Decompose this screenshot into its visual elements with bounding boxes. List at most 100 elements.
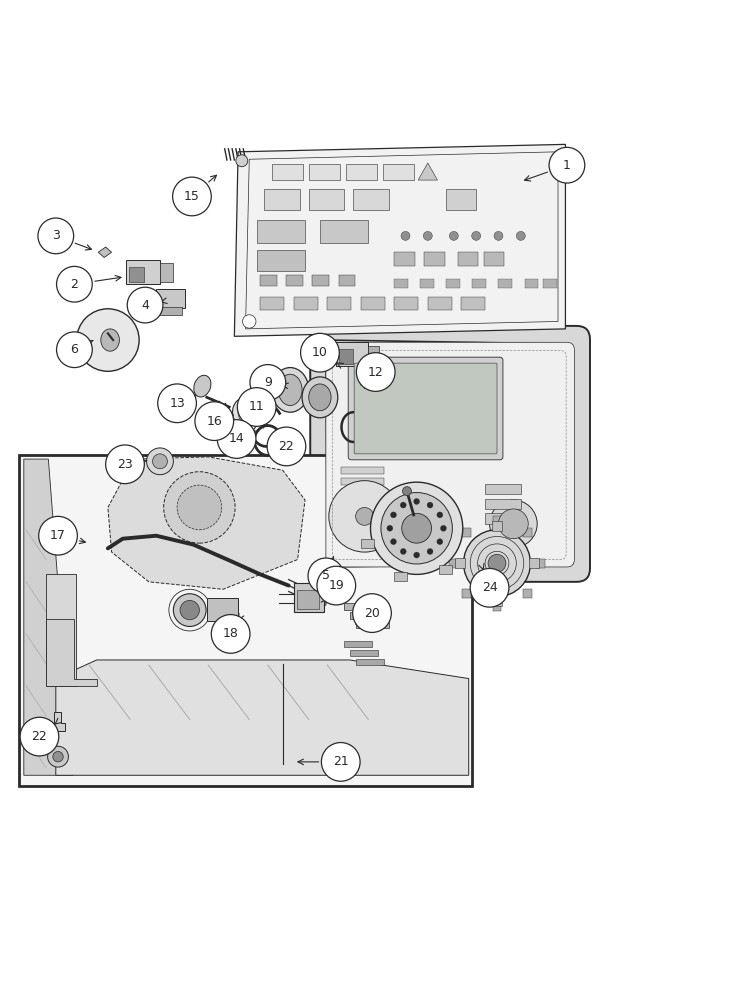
Polygon shape xyxy=(326,340,573,567)
Bar xyxy=(493,516,501,525)
Bar xyxy=(492,595,502,606)
Ellipse shape xyxy=(272,368,309,412)
Bar xyxy=(446,279,460,288)
Bar xyxy=(383,164,414,180)
Text: 11: 11 xyxy=(248,400,265,414)
Ellipse shape xyxy=(302,377,338,418)
Ellipse shape xyxy=(278,374,302,406)
Bar xyxy=(529,558,539,568)
FancyBboxPatch shape xyxy=(354,363,497,454)
Circle shape xyxy=(267,427,306,466)
Bar xyxy=(264,189,300,210)
Bar xyxy=(420,279,434,288)
Circle shape xyxy=(356,353,395,391)
Circle shape xyxy=(516,231,525,240)
Circle shape xyxy=(57,266,92,302)
Circle shape xyxy=(237,388,276,426)
Text: 23: 23 xyxy=(117,458,133,471)
Circle shape xyxy=(236,155,248,167)
Bar xyxy=(536,559,545,568)
Bar xyxy=(492,521,502,531)
Bar xyxy=(449,559,458,568)
Circle shape xyxy=(180,600,199,620)
Circle shape xyxy=(173,594,206,626)
Bar xyxy=(257,250,305,271)
Text: 14: 14 xyxy=(228,432,245,445)
Text: 16: 16 xyxy=(206,415,222,428)
Polygon shape xyxy=(234,144,565,336)
Bar xyxy=(346,164,377,180)
Circle shape xyxy=(353,594,391,632)
Bar xyxy=(344,603,377,610)
Circle shape xyxy=(371,482,463,574)
Bar xyxy=(356,659,384,665)
Circle shape xyxy=(153,454,167,469)
Bar xyxy=(257,220,305,243)
Text: 22: 22 xyxy=(278,440,295,453)
Circle shape xyxy=(217,420,256,458)
Circle shape xyxy=(387,525,393,531)
Circle shape xyxy=(391,539,397,545)
Circle shape xyxy=(57,332,92,368)
Circle shape xyxy=(490,500,537,548)
Bar xyxy=(129,267,144,282)
Bar xyxy=(485,484,521,494)
Ellipse shape xyxy=(100,329,119,351)
Bar xyxy=(324,594,337,602)
Bar xyxy=(341,489,384,496)
Bar xyxy=(344,641,372,647)
Text: 6: 6 xyxy=(71,343,78,356)
Circle shape xyxy=(356,507,373,525)
Text: 18: 18 xyxy=(222,627,239,640)
Bar xyxy=(339,275,355,286)
Circle shape xyxy=(147,448,173,475)
Bar xyxy=(320,220,368,243)
Bar xyxy=(341,478,384,485)
Circle shape xyxy=(195,402,234,440)
Bar xyxy=(336,342,368,366)
Bar xyxy=(350,612,383,619)
Ellipse shape xyxy=(238,402,253,423)
Bar xyxy=(156,289,185,308)
Bar xyxy=(260,297,284,310)
Circle shape xyxy=(437,539,443,545)
Circle shape xyxy=(39,516,77,555)
Bar xyxy=(472,279,486,288)
Bar xyxy=(361,297,385,310)
Text: 15: 15 xyxy=(184,190,200,203)
Circle shape xyxy=(38,218,74,254)
Circle shape xyxy=(423,231,432,240)
Bar xyxy=(312,275,329,286)
Circle shape xyxy=(164,472,235,543)
Circle shape xyxy=(488,554,506,572)
Bar xyxy=(394,252,415,266)
Circle shape xyxy=(20,717,59,756)
Circle shape xyxy=(437,512,443,518)
Bar xyxy=(353,189,389,210)
Bar xyxy=(428,297,452,310)
Circle shape xyxy=(177,485,222,530)
Bar xyxy=(272,164,303,180)
Bar xyxy=(294,297,318,310)
Bar xyxy=(485,499,521,509)
Circle shape xyxy=(127,287,163,323)
Circle shape xyxy=(402,513,432,543)
Text: 1: 1 xyxy=(563,159,571,172)
Polygon shape xyxy=(418,163,437,180)
Text: 24: 24 xyxy=(481,581,498,594)
Circle shape xyxy=(498,509,528,539)
Circle shape xyxy=(449,231,458,240)
Bar xyxy=(493,602,501,611)
Text: 2: 2 xyxy=(71,278,78,291)
Ellipse shape xyxy=(309,384,331,411)
Bar xyxy=(309,189,344,210)
Bar xyxy=(327,297,351,310)
Text: 12: 12 xyxy=(368,366,384,379)
Text: 3: 3 xyxy=(52,229,60,242)
Text: 9: 9 xyxy=(264,376,272,389)
Circle shape xyxy=(48,746,68,767)
Ellipse shape xyxy=(232,397,259,427)
Bar xyxy=(339,349,353,364)
Text: 10: 10 xyxy=(312,346,328,359)
Bar xyxy=(543,279,557,288)
